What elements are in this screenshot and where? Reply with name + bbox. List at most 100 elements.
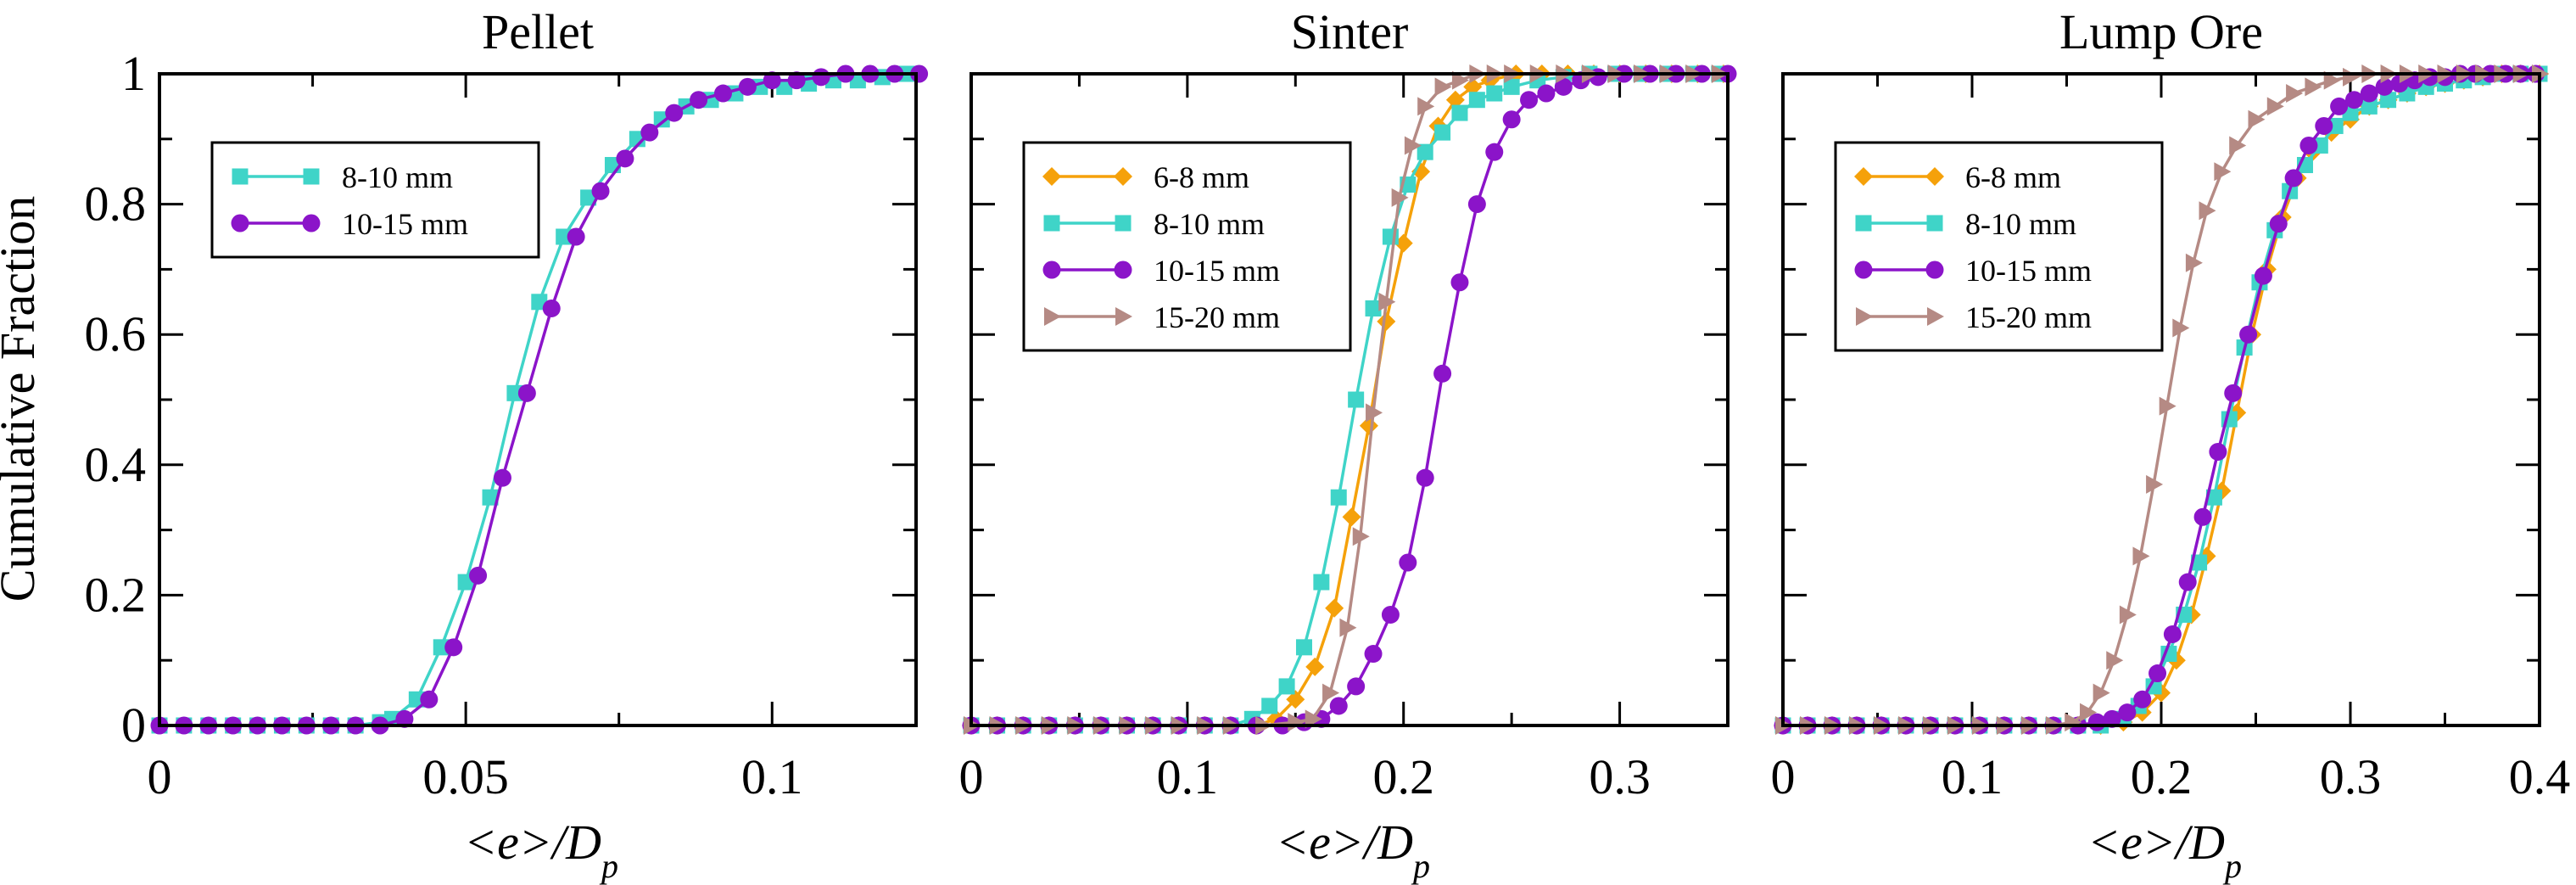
lump-ore-point-15-20 (2286, 84, 2304, 104)
lump-ore-point-15-20 (2172, 318, 2190, 338)
lump-ore-point-15-20 (2248, 109, 2266, 129)
pellet-x-axis-label: <e>/Dp (464, 815, 618, 885)
lump-ore-point-15-20 (2093, 683, 2110, 703)
pellet-point-10-15 (616, 149, 634, 168)
sinter-point-8-10 (1278, 678, 1295, 695)
pellet-point-10-15 (690, 91, 708, 109)
sinter-point-8-10 (1503, 78, 1520, 95)
pellet-point-8-10 (556, 228, 573, 245)
lump-ore-point-15-20 (2119, 605, 2137, 625)
sinter-point-6-8 (1445, 90, 1465, 109)
sinter-point-8-10 (1468, 92, 1485, 109)
sinter-legend-marker-8-10 (1115, 215, 1132, 232)
pellet-point-10-15 (591, 182, 610, 200)
lump-ore-point-10-15 (2103, 709, 2121, 728)
lump-ore-point-10-15 (2209, 442, 2227, 461)
sinter-point-8-10 (1295, 639, 1312, 656)
lump-ore-point-8-10 (2145, 678, 2162, 695)
sinter-point-15-20 (1391, 188, 1409, 207)
lump-ore-point-10-15 (2344, 91, 2363, 109)
lump-ore-point-10-15 (2269, 215, 2288, 233)
lump-ore-point-10-15 (2149, 664, 2167, 683)
pellet-point-10-15 (713, 84, 732, 103)
lump-ore-legend-marker-6-8 (1925, 167, 1944, 186)
lump-ore-legend-marker-6-8 (1854, 167, 1873, 186)
sinter-point-10-15 (1364, 645, 1383, 664)
pellet-point-10-15 (567, 227, 585, 246)
lump-ore-point-10-15 (2299, 136, 2318, 154)
sinter-point-10-15 (1381, 605, 1400, 624)
pellet-y-tick-label: 1 (121, 46, 146, 101)
pellet-legend-marker-8-10 (232, 168, 249, 185)
pellet-point-10-15 (542, 299, 561, 317)
sinter-legend-marker-15-20 (1115, 307, 1132, 326)
lump-ore-point-15-20 (2305, 77, 2322, 97)
lump-ore-point-15-20 (2214, 162, 2232, 182)
pellet-y-tick-label: 0.4 (85, 437, 147, 492)
lump-ore-point-8-10 (2380, 92, 2397, 109)
sinter-point-15-20 (1305, 709, 1322, 729)
lump-ore-point-8-10 (2205, 489, 2222, 506)
lump-ore-legend-marker-15-20 (1856, 307, 1873, 326)
sinter-point-15-20 (1404, 136, 1422, 155)
lump-ore-point-10-15 (2284, 169, 2303, 188)
sinter-point-15-20 (1378, 292, 1396, 311)
lump-ore-point-8-10 (2361, 98, 2378, 115)
sinter-legend-label-6-8: 6-8 mm (1154, 160, 1249, 194)
sinter-point-10-15 (1537, 84, 1556, 103)
pellet-point-8-10 (506, 384, 523, 401)
sinter-x-tick-label: 0.2 (1372, 749, 1434, 804)
lump-ore-title: Lump Ore (2059, 4, 2263, 59)
pellet-point-8-10 (433, 639, 450, 656)
lump-ore-legend-label-15-20: 15-20 mm (1965, 300, 2092, 334)
lump-ore-legend-marker-8-10 (1926, 215, 1943, 232)
sinter-point-6-8 (1325, 598, 1344, 618)
sinter-point-8-10 (1451, 104, 1468, 121)
sinter-point-8-10 (1434, 124, 1451, 141)
sinter-legend-label-10-15: 10-15 mm (1154, 254, 1280, 288)
lump-ore-point-15-20 (2323, 70, 2341, 90)
pellet-plot-frame (158, 72, 918, 727)
sinter-point-10-15 (1433, 364, 1452, 383)
lump-ore-legend-marker-10-15 (1925, 260, 1944, 279)
sinter-point-10-15 (1554, 77, 1573, 96)
sinter-point-10-15 (1347, 677, 1366, 696)
sinter-point-6-8 (1305, 657, 1325, 676)
lump-ore-point-10-15 (2375, 77, 2394, 96)
lump-ore-point-10-15 (2163, 625, 2182, 643)
lump-ore-legend-label-6-8: 6-8 mm (1965, 160, 2061, 194)
lump-ore-legend-marker-8-10 (1855, 215, 1872, 232)
pellet-x-axis-label-main: <e>/D (464, 815, 601, 870)
lump-ore-legend-label-8-10: 8-10 mm (1965, 207, 2076, 241)
sinter-legend-marker-8-10 (1043, 215, 1060, 232)
lump-ore-point-15-20 (2106, 651, 2124, 670)
pellet-x-tick-label: 0.05 (422, 749, 509, 804)
sinter-legend-marker-10-15 (1114, 260, 1132, 279)
lump-ore-x-axis-label: <e>/Dp (2087, 815, 2242, 885)
pellet-x-tick-label: 0 (148, 749, 172, 804)
sinter-point-15-20 (1322, 683, 1340, 703)
sinter-point-10-15 (1520, 91, 1539, 109)
pellet-legend-marker-8-10 (303, 168, 320, 185)
lump-ore-point-15-20 (2185, 253, 2203, 272)
lump-ore-x-axis-label-subscript: p (2222, 847, 2242, 885)
pellet-point-8-10 (482, 489, 499, 506)
lump-ore-x-tick-label: 0.4 (2509, 749, 2571, 804)
sinter-point-10-15 (1467, 195, 1486, 214)
lump-ore-legend-marker-10-15 (1854, 260, 1873, 279)
sinter-x-tick-label: 0.1 (1157, 749, 1219, 804)
lump-ore-point-15-20 (2080, 703, 2098, 722)
pellet-point-10-15 (395, 709, 414, 728)
lump-ore-point-15-20 (2199, 201, 2216, 221)
lump-ore-x-tick-label: 0 (1771, 749, 1796, 804)
sinter-point-15-20 (1434, 77, 1452, 97)
lump-ore-point-15-20 (2159, 396, 2176, 416)
sinter-point-8-10 (1313, 574, 1330, 591)
y-axis-label: Cumulative Fraction (0, 196, 45, 602)
sinter-x-axis-label: <e>/Dp (1276, 815, 1430, 885)
lump-ore-point-10-15 (2330, 97, 2349, 115)
lump-ore-point-10-15 (2315, 116, 2333, 135)
lump-ore-x-axis-label-main: <e>/D (2087, 815, 2225, 870)
pellet-y-tick-label: 0.8 (85, 176, 147, 232)
pellet-point-10-15 (640, 123, 659, 142)
